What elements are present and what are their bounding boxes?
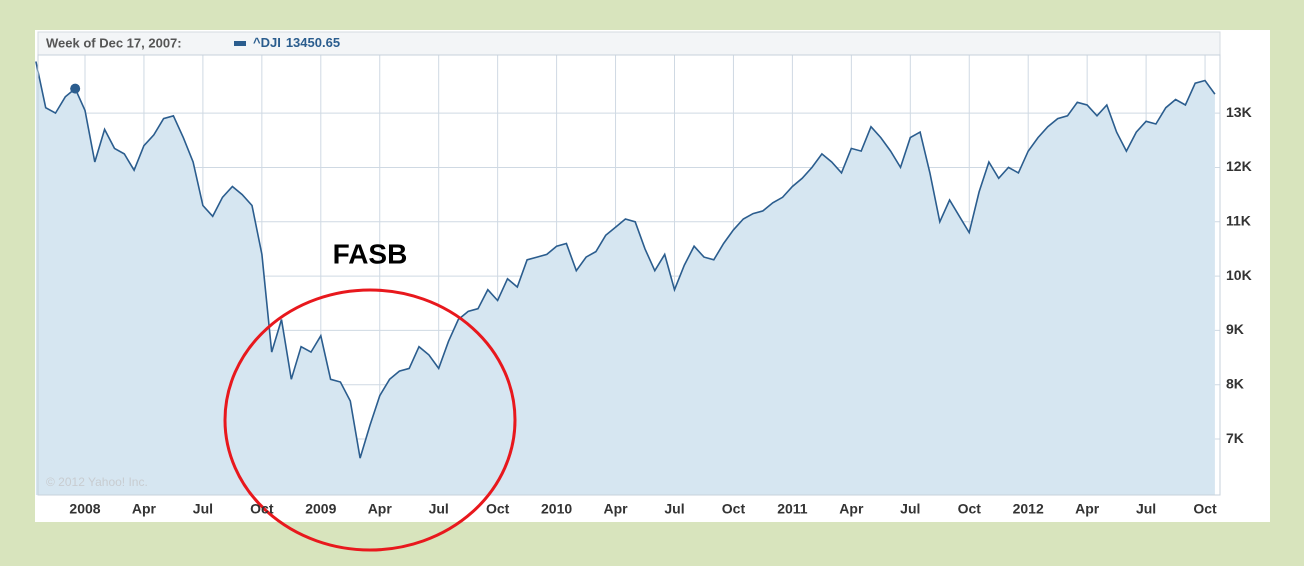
y-tick-label: 11K xyxy=(1226,212,1251,228)
x-tick-label: Apr xyxy=(603,501,628,517)
legend-label: ^DJI 13450.65 xyxy=(253,35,340,50)
y-tick-label: 8K xyxy=(1226,375,1244,391)
highlight-circle xyxy=(223,288,517,552)
x-tick-label: Apr xyxy=(839,501,864,517)
y-tick-label: 12K xyxy=(1226,158,1252,174)
y-tick-label: 7K xyxy=(1226,430,1244,446)
x-tick-label: Jul xyxy=(1136,501,1156,517)
x-tick-label: Jul xyxy=(900,501,920,517)
x-tick-label: 2009 xyxy=(305,501,336,517)
y-tick-label: 13K xyxy=(1226,104,1252,120)
x-tick-label: Oct xyxy=(1193,501,1217,517)
x-tick-label: Oct xyxy=(722,501,746,517)
x-tick-label: 2012 xyxy=(1013,501,1044,517)
x-tick-label: Apr xyxy=(1075,501,1100,517)
plot-border xyxy=(37,54,1221,496)
header-bar xyxy=(37,31,1221,56)
x-tick-label: Oct xyxy=(958,501,982,517)
x-tick-label: Apr xyxy=(368,501,393,517)
header: Week of Dec 17, 2007: xyxy=(46,35,182,50)
plot-area xyxy=(35,55,1220,495)
area xyxy=(35,61,1215,495)
annotation: FASB xyxy=(333,238,408,269)
x-tick-label: 2008 xyxy=(69,501,100,517)
x-tick-label: Apr xyxy=(132,501,157,517)
x-tick-label: Oct xyxy=(250,501,274,517)
x-tick-label: Jul xyxy=(664,501,684,517)
x-tick-label: Oct xyxy=(486,501,510,517)
y-tick-label: 10K xyxy=(1226,267,1252,283)
legend-value: 13450.65 xyxy=(286,35,340,50)
line xyxy=(35,61,1216,459)
x-tick-label: Jul xyxy=(429,501,449,517)
hover-marker xyxy=(70,83,81,94)
y-tick-label: 9K xyxy=(1226,321,1244,337)
legend-swatch xyxy=(234,41,246,46)
x-tick-label: Jul xyxy=(193,501,213,517)
x-tick-label: 2011 xyxy=(777,501,808,517)
legend-name: ^DJI xyxy=(253,35,281,50)
watermark: © 2012 Yahoo! Inc. xyxy=(46,475,148,489)
x-tick-label: 2010 xyxy=(541,501,572,517)
